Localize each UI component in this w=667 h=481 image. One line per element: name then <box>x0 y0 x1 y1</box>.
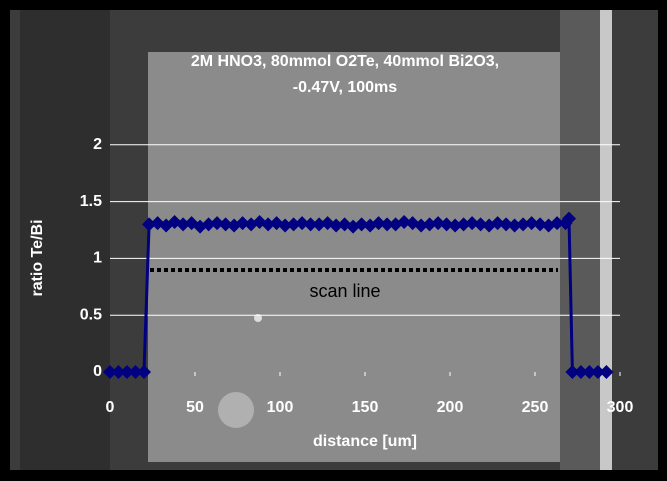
marker <box>176 217 191 232</box>
sem-particle <box>254 314 262 322</box>
sem-edge <box>560 10 605 470</box>
y-tick-label: 1.5 <box>80 193 102 210</box>
marker <box>261 217 276 232</box>
marker <box>329 218 344 233</box>
marker <box>456 217 471 232</box>
marker <box>550 216 565 231</box>
marker <box>142 217 157 232</box>
marker <box>507 218 522 233</box>
marker <box>490 216 505 231</box>
marker <box>371 216 386 231</box>
marker <box>431 216 446 231</box>
marker <box>414 218 429 233</box>
marker <box>448 218 463 233</box>
marker <box>465 216 480 231</box>
marker <box>397 215 412 230</box>
sem-edge-bright <box>600 10 612 470</box>
x-tick-label: 200 <box>437 399 464 416</box>
marker <box>103 365 117 379</box>
x-axis-title: distance [um] <box>313 433 417 450</box>
x-tick-label: 0 <box>106 399 115 416</box>
marker <box>582 365 597 379</box>
y-tick-label: 2 <box>93 136 102 153</box>
marker <box>128 365 143 379</box>
marker <box>516 217 531 232</box>
marker <box>380 217 395 232</box>
marker <box>303 217 318 232</box>
y-tick-label: 1 <box>93 250 102 267</box>
marker <box>565 365 580 379</box>
annotation: scan line <box>309 281 380 301</box>
marker <box>111 365 126 379</box>
x-tick-label: 250 <box>522 399 549 416</box>
marker <box>354 217 369 232</box>
marker <box>524 216 539 231</box>
marker <box>562 211 576 226</box>
marker <box>573 365 588 379</box>
marker <box>590 365 605 379</box>
marker <box>120 365 134 379</box>
marker <box>599 365 614 379</box>
y-tick-label: 0.5 <box>80 306 102 323</box>
y-tick-label: 0 <box>93 363 102 380</box>
sem-sample <box>148 52 562 462</box>
chart-title: 2M HNO3, 80mmol O2Te, 40mmol Bi2O3, <box>191 53 499 70</box>
marker <box>439 217 454 232</box>
marker <box>499 217 514 232</box>
x-tick-label: 50 <box>186 399 204 416</box>
sem-left-region <box>20 10 110 470</box>
marker <box>278 218 293 233</box>
marker <box>210 216 225 231</box>
marker <box>137 365 151 379</box>
y-axis-title: ratio Te/Bi <box>29 219 46 296</box>
marker <box>235 216 250 231</box>
marker <box>473 217 488 232</box>
x-tick-label: 150 <box>352 399 379 416</box>
marker <box>533 217 548 232</box>
x-tick-label: 300 <box>607 399 634 416</box>
sem-particle <box>218 392 254 428</box>
marker <box>312 217 327 232</box>
marker <box>422 217 437 232</box>
marker <box>218 217 233 232</box>
marker <box>201 217 216 232</box>
x-tick-label: 100 <box>267 399 294 416</box>
chart-title: -0.47V, 100ms <box>293 79 397 96</box>
marker <box>295 216 310 231</box>
marker <box>286 217 301 232</box>
